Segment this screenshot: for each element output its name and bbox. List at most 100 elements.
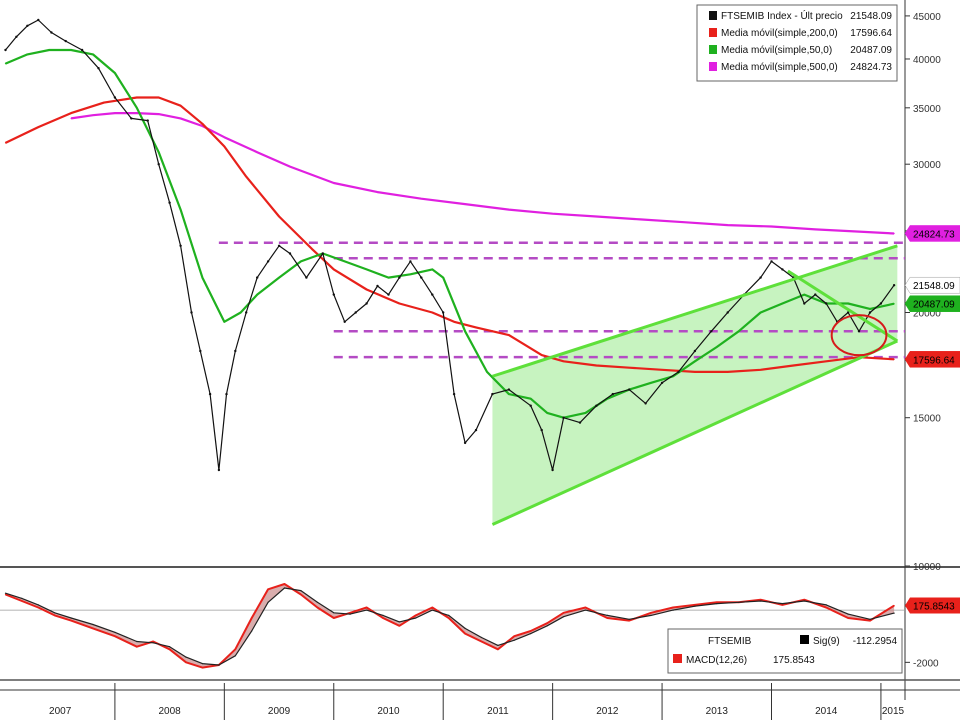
macd-series-point (234, 655, 236, 657)
macd-series-point (480, 640, 483, 643)
series-point (847, 302, 849, 305)
series-point (893, 358, 895, 360)
series-point (223, 136, 225, 138)
series-point (491, 392, 494, 396)
macd-series-point (201, 667, 203, 669)
series-point (529, 404, 532, 407)
macd-series-point (606, 617, 608, 619)
series-point (683, 221, 685, 223)
series-point (311, 248, 313, 250)
series-point (857, 330, 861, 333)
series-point (333, 268, 335, 270)
series-point (354, 311, 357, 314)
series-point (168, 201, 171, 204)
macd-series-point (869, 620, 871, 622)
series-point (180, 105, 182, 107)
series-point (738, 330, 740, 332)
series-point (4, 48, 7, 52)
series-point (770, 260, 773, 263)
series-point (694, 371, 696, 373)
x-tick-label: 2010 (377, 706, 400, 717)
macd-series-point (781, 604, 784, 606)
macd-series-point (847, 613, 849, 615)
series-point (92, 53, 94, 56)
last-value-tag-box (904, 276, 960, 294)
series-point (158, 96, 160, 99)
series-point (409, 260, 412, 263)
x-tick-label: 2012 (596, 706, 619, 717)
legend-swatch (709, 45, 717, 54)
wedge-line (787, 269, 899, 343)
macd-series-point (530, 633, 532, 635)
macd-series-point (497, 644, 499, 647)
macd-series-point (21, 597, 23, 600)
series-point (70, 117, 72, 119)
legend-series-name: Sig(9) (813, 636, 840, 647)
series-point (464, 330, 466, 332)
series-point (628, 388, 631, 391)
macd-series-point (628, 618, 630, 620)
macd-series-point (760, 600, 762, 602)
macd-series-point (760, 599, 762, 601)
macd-series-point (825, 604, 827, 606)
last-value-tag-box (904, 351, 960, 368)
legend-series-value: 20487.09 (850, 45, 892, 56)
macd-series-point (92, 623, 94, 626)
series-point (846, 311, 850, 314)
macd-series-point (415, 617, 417, 619)
macd-series-point (267, 588, 269, 590)
series-point (540, 428, 543, 432)
macd-series-point (349, 612, 351, 614)
series-point (858, 231, 860, 233)
series-point (716, 346, 718, 348)
macd-series-point (382, 617, 384, 619)
series-point (727, 371, 729, 373)
series-point (240, 311, 242, 314)
macd-series-point (218, 664, 220, 666)
series-point (694, 360, 696, 362)
last-value-tag-label: 20487.09 (913, 300, 955, 311)
series-point (431, 293, 434, 296)
series-point (892, 284, 896, 287)
series-point (15, 35, 18, 38)
series-point (376, 284, 379, 288)
series-point (814, 293, 817, 296)
series-point (508, 393, 510, 395)
series-point (893, 303, 895, 305)
macd-series-point (716, 603, 718, 605)
series-point (760, 311, 762, 314)
series-point (70, 112, 72, 114)
legend-series-name: Media móvil(simple,50,0) (721, 45, 832, 56)
macd-series-point (431, 606, 433, 609)
legend-series-value: 17596.64 (850, 28, 892, 39)
series-point (639, 218, 641, 220)
series-point (578, 421, 582, 424)
series-point (266, 260, 270, 263)
macd-panel: -2000 175.8543 (0, 583, 960, 681)
macd-series-point (448, 617, 450, 619)
y-tick-label: 35000 (913, 104, 941, 115)
series-point (770, 225, 773, 228)
macd-series-point (316, 606, 318, 609)
legend-series-value: 24824.73 (850, 62, 892, 73)
series-point (530, 398, 532, 400)
macd-series-point (546, 622, 548, 624)
series-point (584, 412, 587, 414)
macd-series-point (694, 604, 696, 606)
x-axis: 2007 2008 2009 2010 2011 2012 2013 2014 2015 (0, 683, 960, 720)
series-point (103, 102, 105, 104)
last-value-tag-label: 21548.09 (913, 281, 955, 292)
series-point (146, 119, 149, 122)
macd-series-point (513, 635, 515, 637)
macd-series-point (283, 587, 286, 589)
last-value-tag-box (904, 295, 960, 312)
macd-series-point (201, 663, 203, 665)
macd-legend: FTSEMIB Sig(9) -112.2954 MACD(12,26) 175.854… (667, 628, 903, 674)
series-point (26, 53, 28, 56)
series-point (114, 112, 116, 114)
y-tick-label: 30000 (913, 160, 941, 171)
series-point (190, 311, 193, 314)
series-point (677, 370, 680, 374)
series-point (453, 321, 455, 323)
